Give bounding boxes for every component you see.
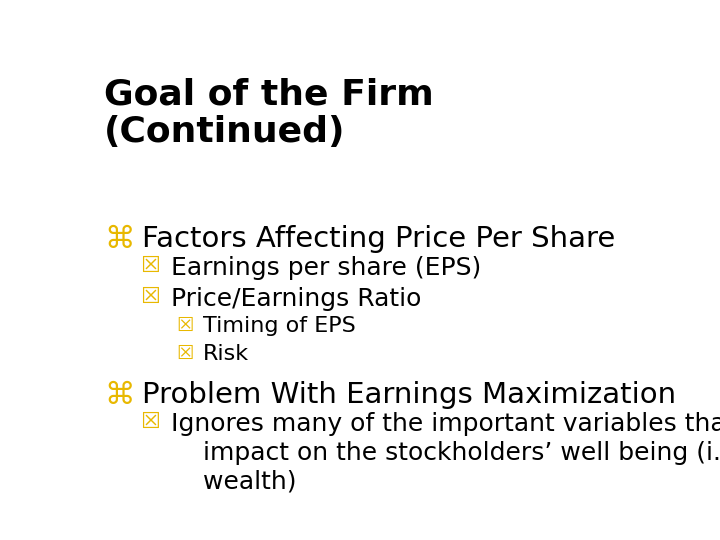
Text: ☒: ☒	[140, 413, 161, 433]
Text: ⌘: ⌘	[104, 225, 135, 254]
Text: Risk: Risk	[203, 344, 249, 364]
Text: Timing of EPS: Timing of EPS	[203, 315, 356, 335]
Text: ☒: ☒	[176, 344, 194, 363]
Text: Problem With Earnings Maximization: Problem With Earnings Maximization	[142, 381, 676, 409]
Text: Earnings per share (EPS): Earnings per share (EPS)	[171, 256, 481, 280]
Text: ☒: ☒	[140, 256, 161, 276]
Text: Goal of the Firm
(Continued): Goal of the Firm (Continued)	[104, 77, 433, 150]
Text: ☒: ☒	[176, 315, 194, 334]
Text: ☒: ☒	[140, 287, 161, 307]
Text: Factors Affecting Price Per Share: Factors Affecting Price Per Share	[142, 225, 615, 253]
Text: Price/Earnings Ratio: Price/Earnings Ratio	[171, 287, 421, 311]
Text: ⌘: ⌘	[104, 381, 135, 410]
Text: Ignores many of the important variables that
    impact on the stockholders’ wel: Ignores many of the important variables …	[171, 413, 720, 494]
